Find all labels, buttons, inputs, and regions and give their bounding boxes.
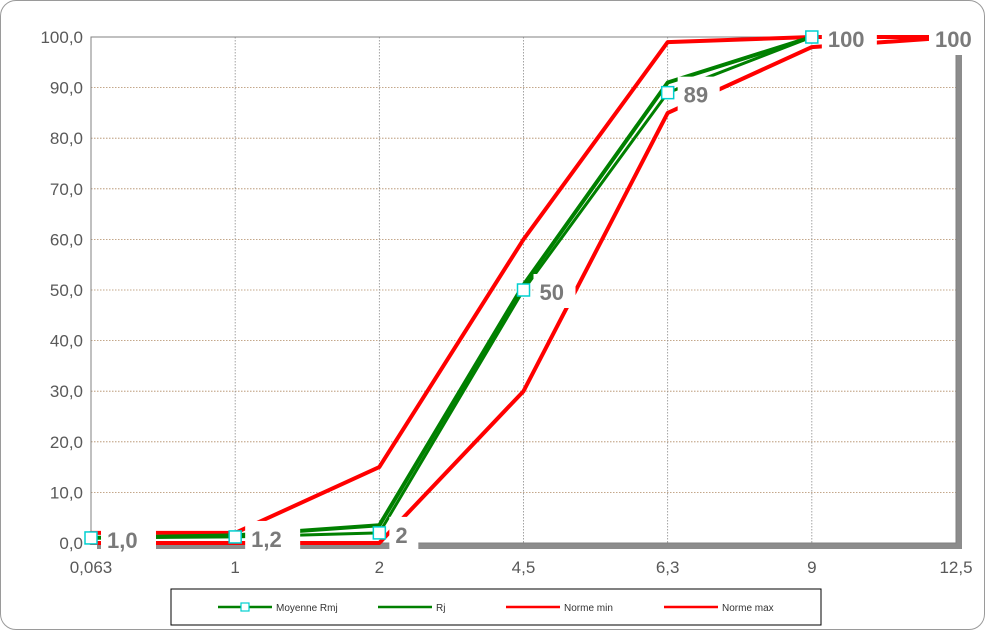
data-label: 89: [684, 83, 708, 108]
x-tick-label: 6,3: [656, 558, 680, 577]
data-point-moyenne-rmj: [516, 283, 531, 297]
data-point-moyenne-rmj: [805, 30, 819, 44]
y-tick-label: 70,0: [50, 180, 83, 199]
y-tick-label: 90,0: [50, 79, 83, 98]
legend-label: Moyenne Rmj: [276, 603, 338, 614]
x-tick-label: 12,5: [939, 558, 972, 577]
legend-label: Norme min: [564, 603, 613, 614]
x-tick-label: 9: [807, 558, 816, 577]
x-tick-label: 1: [230, 558, 239, 577]
y-tick-label: 100,0: [40, 28, 83, 47]
data-point-moyenne-rmj: [228, 530, 242, 544]
data-point-moyenne-rmj: [660, 85, 675, 100]
data-label-box: [821, 21, 877, 55]
data-label-box: [677, 76, 720, 111]
plot-shadow-bottom: [97, 543, 962, 549]
y-tick-label: 60,0: [50, 230, 83, 249]
data-point-moyenne-rmj: [84, 531, 98, 545]
legend-label: Norme max: [722, 603, 774, 614]
y-tick-label: 10,0: [50, 483, 83, 502]
y-tick-label: 30,0: [50, 382, 83, 401]
data-label: 50: [540, 280, 564, 305]
x-tick-label: 0,063: [70, 558, 113, 577]
plot-border: [90, 36, 957, 544]
data-label-box: [101, 521, 156, 556]
data-point-moyenne-rmj: [372, 526, 387, 540]
y-tick-label: 40,0: [50, 332, 83, 351]
x-tick-label: 2: [375, 558, 384, 577]
data-label-box: [245, 520, 301, 555]
data-label: 1,0: [107, 528, 138, 553]
legend-label: Rj: [436, 603, 445, 614]
x-tick-label: 4,5: [512, 558, 536, 577]
data-label: 1,2: [251, 527, 282, 552]
y-tick-label: 0,0: [59, 534, 83, 553]
y-tick-label: 50,0: [50, 281, 83, 300]
legend-marker: [240, 602, 250, 612]
y-tick-label: 20,0: [50, 433, 83, 452]
data-label: 100: [828, 27, 865, 52]
data-label-box: [533, 274, 576, 308]
data-label: 2: [395, 523, 407, 548]
data-label-box: [929, 21, 984, 55]
data-label: 100: [935, 27, 972, 52]
data-label-box: [389, 516, 419, 551]
plot-shadow-right: [956, 43, 962, 549]
y-tick-label: 80,0: [50, 129, 83, 148]
